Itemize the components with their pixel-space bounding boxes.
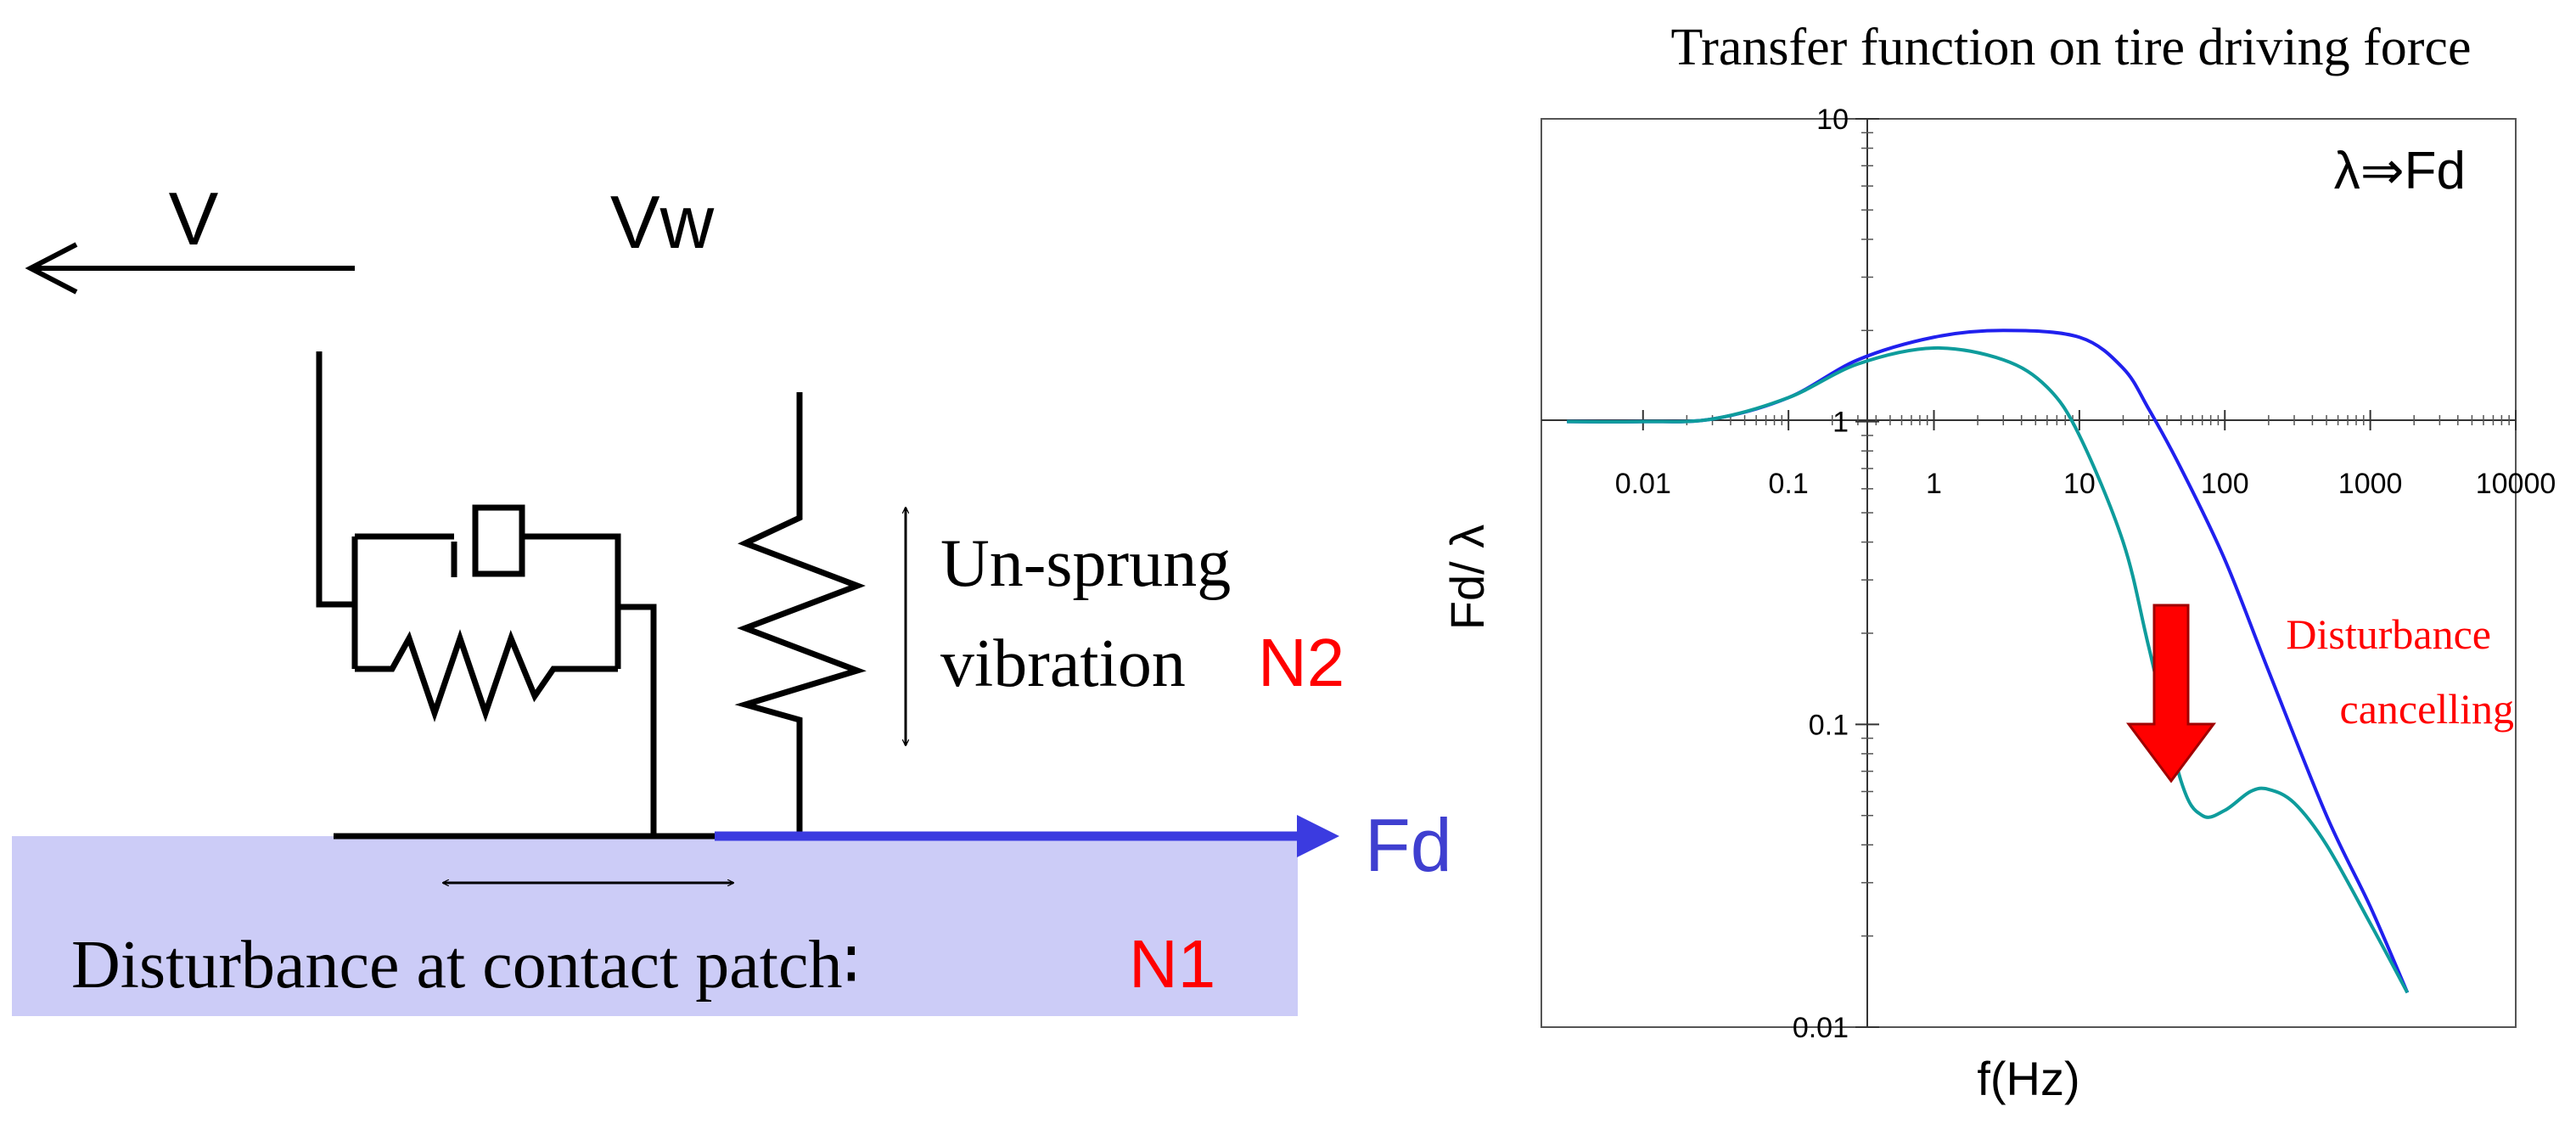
velocity-arrowhead — [25, 242, 78, 295]
x-axis-title: f(Hz) — [1977, 1052, 2079, 1105]
fd-label: Fd — [1365, 803, 1452, 887]
n2-label: N2 — [1258, 625, 1344, 700]
y-axis-title: Fd/ λ — [1440, 525, 1494, 630]
body-post — [316, 351, 355, 608]
unsprung-label-line1: Un-sprung — [940, 526, 1231, 601]
wheel-velocity-label: Vw — [610, 180, 715, 264]
y-tick-label: 1 — [1832, 407, 1849, 439]
x-tick-label: 0.1 — [1769, 468, 1809, 500]
transfer-function-chart: Transfer function on tire driving force … — [1440, 19, 2556, 1105]
series-line-1 — [1567, 329, 2410, 994]
driving-force-arrowhead — [1297, 815, 1339, 857]
series-line-2 — [1567, 345, 2410, 994]
x-tick-label: 10000 — [2476, 468, 2556, 500]
y-tick-label: 0.01 — [1793, 1012, 1849, 1044]
x-tick-label: 0.01 — [1615, 468, 1671, 500]
x-tick-label: 1000 — [2338, 468, 2403, 500]
y-tick-label: 0.1 — [1809, 709, 1849, 741]
cancelling-arrow — [2126, 604, 2216, 784]
chart-annotation: λ⇒Fd — [2334, 142, 2466, 200]
cancelling-label-line2: cancelling — [2340, 685, 2514, 733]
velocity-label: V — [169, 177, 219, 261]
tire-spring — [734, 392, 867, 836]
spring-damper-assembly — [351, 504, 657, 836]
contact-patch-box — [12, 836, 1298, 1016]
chart-title: Transfer function on tire driving force — [1671, 19, 2472, 76]
y-tick-label: 10 — [1816, 104, 1849, 136]
x-tick-label: 10 — [2063, 468, 2096, 500]
x-tick-label: 100 — [2201, 468, 2249, 500]
cancelling-label-line1: Disturbance — [2286, 610, 2491, 658]
plot-frame — [1541, 118, 2517, 1028]
unsprung-label-line2: vibration — [940, 626, 1186, 701]
contact-patch-label: Disturbance at contact patch∶ — [71, 928, 860, 1003]
n1-label: N1 — [1129, 926, 1215, 1002]
x-tick-label: 1 — [1926, 468, 1942, 500]
suspension-model: V Vw Un-sprung vibration N2 — [12, 177, 1452, 1016]
